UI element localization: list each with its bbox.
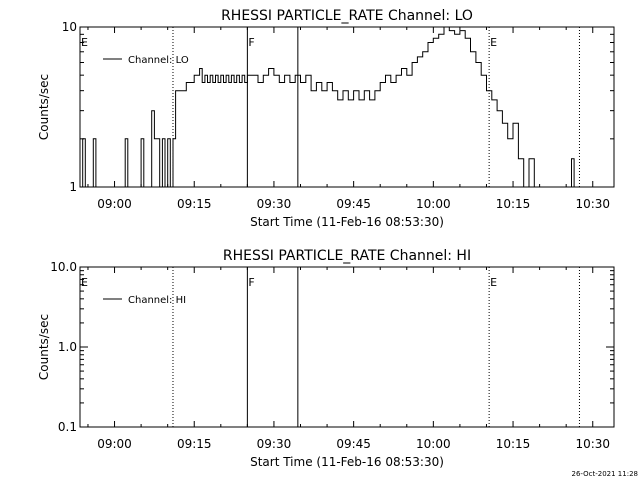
- footer-timestamp: 26-Oct-2021 11:28: [572, 470, 638, 478]
- y-tick-label: 1.0: [58, 340, 77, 354]
- chart-panel-2: RHESSI PARTICLE_RATE Channel: HI Start Ti…: [37, 248, 615, 469]
- y-tick-label: 1: [69, 180, 77, 194]
- x-tick-label: 09:15: [177, 437, 212, 451]
- chart-title: RHESSI PARTICLE_RATE Channel: LO: [221, 8, 473, 24]
- marker-label: E: [81, 36, 88, 49]
- x-tick-label: 09:30: [257, 437, 292, 451]
- x-tick-label: 10:30: [575, 197, 610, 211]
- series-line-1: [80, 26, 577, 188]
- chart-title: RHESSI PARTICLE_RATE Channel: HI: [223, 248, 471, 264]
- x-axis-label: Start Time (11-Feb-16 08:53:30): [250, 215, 444, 229]
- y-tick-label: 10: [62, 20, 77, 34]
- marker-label: E: [490, 36, 497, 49]
- marker-label: E: [490, 276, 497, 289]
- x-tick-label: 10:00: [416, 437, 451, 451]
- x-tick-label: 10:15: [496, 437, 531, 451]
- x-tick-label: 09:15: [177, 197, 212, 211]
- x-axis-label: Start Time (11-Feb-16 08:53:30): [250, 455, 444, 469]
- x-tick-label: 09:30: [257, 197, 292, 211]
- x-tick-label: 09:00: [97, 197, 132, 211]
- y-tick-label: 0.1: [58, 420, 77, 434]
- x-tick-label: 10:00: [416, 197, 451, 211]
- y-axis-label: Counts/sec: [37, 314, 51, 380]
- marker-label: F: [248, 36, 254, 49]
- x-tick-label: 10:15: [496, 197, 531, 211]
- plot-frame: [79, 26, 615, 188]
- x-tick-label: 09:00: [97, 437, 132, 451]
- x-tick-label: 09:45: [336, 197, 371, 211]
- x-tick-label: 09:45: [336, 437, 371, 451]
- x-tick-label: 10:30: [575, 437, 610, 451]
- y-tick-label: 10.0: [50, 260, 77, 274]
- y-axis-label: Counts/sec: [37, 74, 51, 140]
- legend-label: Channel: LO: [128, 55, 189, 66]
- marker-label: F: [248, 276, 254, 289]
- marker-label: E: [81, 276, 88, 289]
- chart-panel-1: RHESSI PARTICLE_RATE Channel: LO Start Ti…: [37, 8, 615, 229]
- legend-label: Channel: HI: [128, 295, 186, 306]
